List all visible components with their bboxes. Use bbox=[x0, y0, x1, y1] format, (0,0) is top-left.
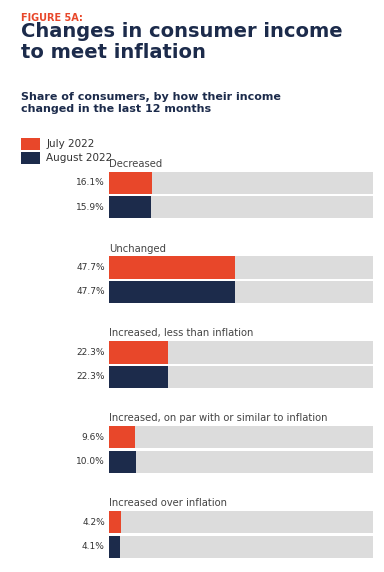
Text: 4.2%: 4.2% bbox=[82, 518, 105, 527]
Text: July 2022: July 2022 bbox=[46, 139, 95, 149]
Bar bbox=[109, 535, 373, 558]
Text: Unchanged: Unchanged bbox=[109, 244, 166, 253]
Text: 22.3%: 22.3% bbox=[76, 372, 105, 382]
Text: 47.7%: 47.7% bbox=[76, 288, 105, 296]
Bar bbox=[109, 281, 373, 303]
Bar bbox=[109, 451, 373, 473]
Text: 16.1%: 16.1% bbox=[76, 178, 105, 187]
Bar bbox=[109, 341, 168, 364]
Bar bbox=[109, 341, 373, 364]
Bar bbox=[109, 366, 168, 388]
Bar bbox=[109, 511, 373, 533]
Bar bbox=[109, 535, 120, 558]
Text: August 2022: August 2022 bbox=[46, 153, 113, 163]
Bar bbox=[109, 172, 152, 194]
Bar bbox=[109, 426, 373, 448]
Bar bbox=[109, 366, 373, 388]
Text: Share of consumers, by how their income
changed in the last 12 months: Share of consumers, by how their income … bbox=[21, 92, 281, 114]
Bar bbox=[109, 196, 151, 218]
Bar bbox=[109, 511, 121, 533]
Text: Decreased: Decreased bbox=[109, 158, 163, 169]
Text: 10.0%: 10.0% bbox=[76, 457, 105, 466]
Bar bbox=[109, 196, 373, 218]
Text: Changes in consumer income
to meet inflation: Changes in consumer income to meet infla… bbox=[21, 22, 343, 62]
Bar bbox=[109, 256, 235, 279]
Text: 47.7%: 47.7% bbox=[76, 263, 105, 272]
Text: Increased, on par with or similar to inflation: Increased, on par with or similar to inf… bbox=[109, 414, 328, 423]
Text: 15.9%: 15.9% bbox=[76, 202, 105, 212]
Text: 9.6%: 9.6% bbox=[82, 433, 105, 442]
Bar bbox=[109, 281, 235, 303]
Text: Increased over inflation: Increased over inflation bbox=[109, 498, 227, 509]
Bar bbox=[109, 172, 373, 194]
Text: 4.1%: 4.1% bbox=[82, 542, 105, 551]
Text: FIGURE 5A:: FIGURE 5A: bbox=[21, 13, 83, 22]
Text: Increased, less than inflation: Increased, less than inflation bbox=[109, 328, 254, 339]
Bar bbox=[109, 426, 135, 448]
Bar bbox=[109, 451, 136, 473]
Text: 22.3%: 22.3% bbox=[76, 348, 105, 357]
Bar bbox=[109, 256, 373, 279]
